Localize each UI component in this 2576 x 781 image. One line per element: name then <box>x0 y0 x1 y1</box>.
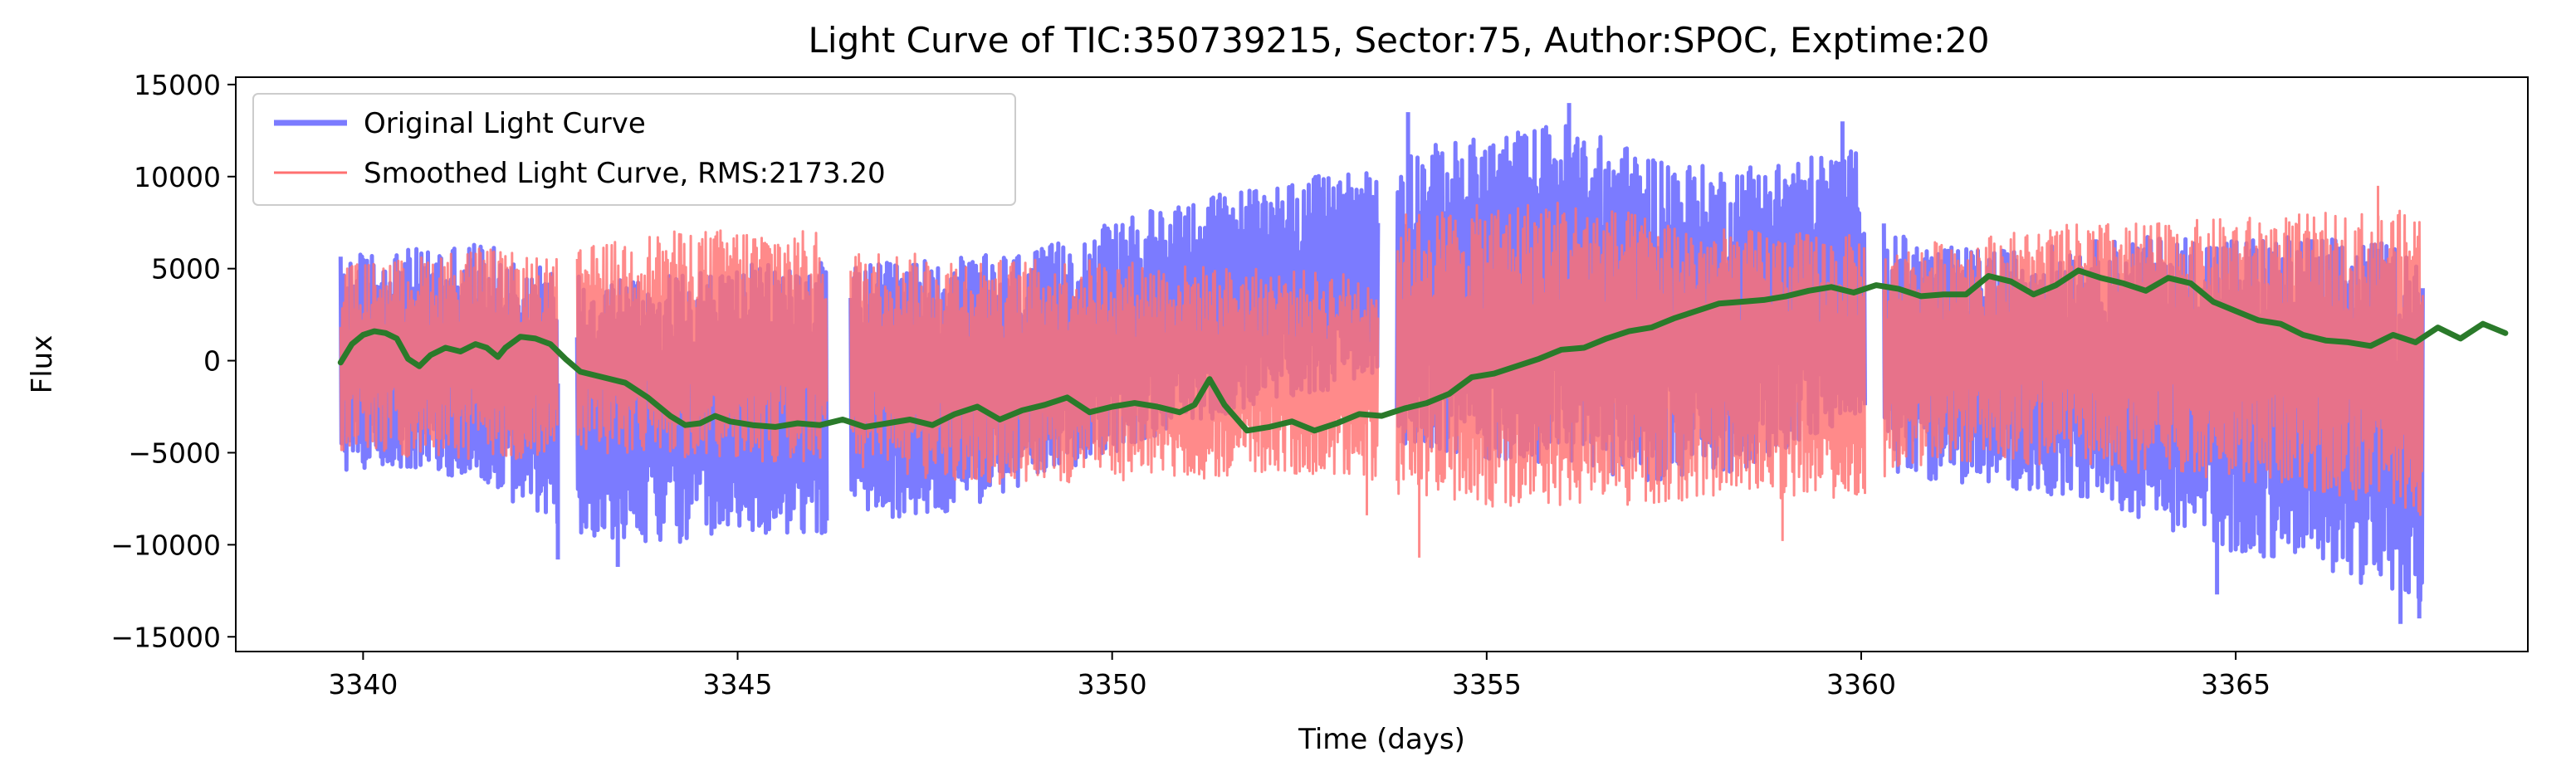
y-axis: −15000 −10000 −5000 0 5000 10000 15000 <box>110 69 236 653</box>
x-tick-label: 3360 <box>1826 668 1896 700</box>
series-trend <box>337 267 2509 434</box>
x-tick-label: 3340 <box>328 668 398 700</box>
x-tick-label: 3345 <box>703 668 773 700</box>
y-tick-label: −15000 <box>110 621 221 653</box>
plot-area <box>337 103 2509 624</box>
y-tick-label: −5000 <box>128 437 221 469</box>
y-tick-label: 5000 <box>151 253 221 286</box>
x-axis-label: Time (days) <box>1298 723 1465 756</box>
y-tick-label: 15000 <box>134 69 221 101</box>
legend-box <box>252 93 1016 206</box>
x-tick-label: 3365 <box>2201 668 2270 700</box>
y-tick-label: −10000 <box>110 529 221 561</box>
legend-label-smoothed: Smoothed Light Curve, RMS:2173.20 <box>364 157 886 190</box>
x-tick-label: 3350 <box>1078 668 1147 700</box>
legend: Original Light Curve Smoothed Light Curv… <box>252 93 1016 206</box>
plot-frame <box>235 76 2529 652</box>
y-tick-label: 10000 <box>134 161 221 193</box>
y-tick-label: 0 <box>203 345 221 378</box>
x-axis: 3340 3345 3350 3355 3360 3365 <box>328 652 2270 700</box>
series-smoothed-light-curve <box>339 185 2424 558</box>
y-axis-label: Flux <box>26 335 59 394</box>
x-tick-label: 3355 <box>1452 668 1522 700</box>
chart-title: Light Curve of TIC:350739215, Sector:75,… <box>809 20 1990 61</box>
legend-label-original: Original Light Curve <box>364 107 646 140</box>
